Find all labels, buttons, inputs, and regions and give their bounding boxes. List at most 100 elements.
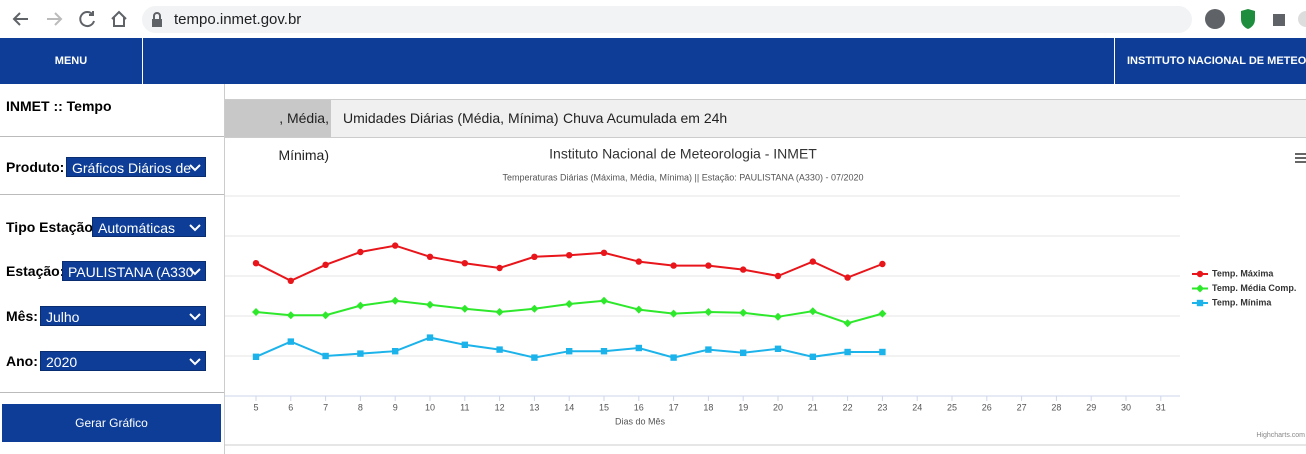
x-tick-label: 27 <box>1017 402 1027 412</box>
x-tick-label: 28 <box>1051 402 1061 412</box>
x-tick-label: 17 <box>669 402 679 412</box>
marker <box>600 296 608 305</box>
marker <box>844 348 851 356</box>
profile-icon[interactable] <box>1298 11 1306 27</box>
tab-bar: , Média, Mínima) Umidades Diárias (Média… <box>225 99 1306 163</box>
url-text: tempo.inmet.gov.br <box>174 11 302 28</box>
marker <box>843 319 852 328</box>
marker <box>426 300 434 309</box>
tab[interactable]: , Média, Mínima) <box>225 100 331 163</box>
x-tick-label: 18 <box>703 402 713 412</box>
sidebar: INMET :: Tempo Produto: Gráficos Diários… <box>0 84 225 454</box>
marker <box>356 301 365 310</box>
marker <box>705 346 712 353</box>
marker <box>844 274 851 281</box>
station-select[interactable]: PAULISTANA (A330 <box>62 261 206 281</box>
marker <box>565 300 574 308</box>
x-tick-label: 15 <box>599 402 609 412</box>
menu-button[interactable]: MENU <box>0 38 143 84</box>
legend-item[interactable]: Temp. Média Comp. <box>1192 283 1296 293</box>
reload-button[interactable] <box>79 11 95 28</box>
x-tick-label: 20 <box>773 402 783 412</box>
marker <box>461 260 468 267</box>
chart: Instituto Nacional de Meteorologia - INM… <box>225 146 1306 446</box>
lock-icon <box>152 12 162 27</box>
chart-title: Instituto Nacional de Meteorologia - INM… <box>549 146 817 162</box>
chevron <box>189 224 201 232</box>
marker <box>252 353 260 360</box>
marker <box>670 354 677 361</box>
marker <box>252 260 260 267</box>
x-tick-label: 11 <box>460 402 469 412</box>
marker <box>740 349 747 356</box>
x-tick-label: 6 <box>288 402 293 412</box>
x-tick-label: 29 <box>1086 402 1096 412</box>
marker <box>252 308 260 316</box>
marker <box>809 258 816 265</box>
marker <box>460 304 469 313</box>
tab[interactable]: Umidades Diárias (Média, Mínima) <box>343 110 559 126</box>
extensions-icon[interactable] <box>1273 14 1285 26</box>
marker <box>634 305 643 314</box>
download-icon[interactable] <box>1205 9 1225 29</box>
marker <box>391 296 400 305</box>
legend-item[interactable]: Temp. Máxima <box>1192 268 1274 278</box>
forward-button[interactable] <box>47 12 63 26</box>
marker <box>496 346 503 353</box>
marker <box>704 308 713 316</box>
marker <box>600 249 608 256</box>
home-button[interactable] <box>111 10 127 27</box>
legend-label: Temp. Média Comp. <box>1212 283 1296 293</box>
x-tick-label: 13 <box>529 402 539 412</box>
context-menu-icon[interactable] <box>1295 153 1306 163</box>
address-bar[interactable]: tempo.inmet.gov.br <box>142 6 1192 33</box>
marker <box>808 307 817 316</box>
station-type-select[interactable]: Automáticas <box>92 217 206 237</box>
x-tick-label: 31 <box>1156 402 1166 412</box>
series-line <box>255 336 883 359</box>
x-tick-label: 7 <box>323 402 328 412</box>
year-select[interactable]: 2020 <box>40 351 206 371</box>
marker <box>287 338 294 345</box>
marker <box>878 309 887 318</box>
x-tick-label: 9 <box>393 402 398 412</box>
series <box>252 334 886 361</box>
marker <box>774 272 782 280</box>
marker <box>879 348 886 356</box>
marker <box>635 258 642 265</box>
sidebar-title: INMET :: Tempo <box>6 98 112 114</box>
chevron <box>189 164 201 172</box>
marker <box>322 261 329 268</box>
marker <box>426 334 434 341</box>
x-tick-label: 14 <box>564 402 574 412</box>
browser-toolbar: tempo.inmet.gov.br <box>0 0 1306 39</box>
marker <box>531 354 538 361</box>
separator <box>0 136 224 137</box>
back-button[interactable] <box>12 12 28 26</box>
credit: Highcharts.com <box>1256 432 1305 439</box>
marker <box>286 311 295 320</box>
x-tick-label: 22 <box>843 402 853 412</box>
x-tick-label: 30 <box>1121 402 1131 412</box>
field-label: Produto: <box>6 159 65 175</box>
chevron <box>189 358 201 366</box>
x-tick-label: 19 <box>738 402 748 412</box>
month-select[interactable]: Julho <box>40 306 206 326</box>
select-value: Julho <box>46 309 80 325</box>
marker <box>566 252 573 259</box>
marker <box>739 308 748 317</box>
x-tick-label: 25 <box>947 402 957 412</box>
generate-button[interactable]: Gerar Gráfico <box>2 404 221 442</box>
separator <box>0 392 224 393</box>
x-axis-title: Dias do Mês <box>615 416 666 426</box>
tab[interactable]: Chuva Acumulada em 24h <box>563 110 728 126</box>
field-label: Estação: <box>6 263 65 279</box>
extension-icon[interactable] <box>1241 9 1255 29</box>
product-select[interactable]: Gráficos Diários de <box>66 157 206 177</box>
legend-item[interactable]: Temp. Mínima <box>1192 297 1272 307</box>
field-label: Mês: <box>6 308 38 324</box>
marker <box>774 312 782 321</box>
marker <box>392 348 399 355</box>
select-value: Gráficos Diários de <box>72 160 192 176</box>
marker <box>531 253 538 260</box>
